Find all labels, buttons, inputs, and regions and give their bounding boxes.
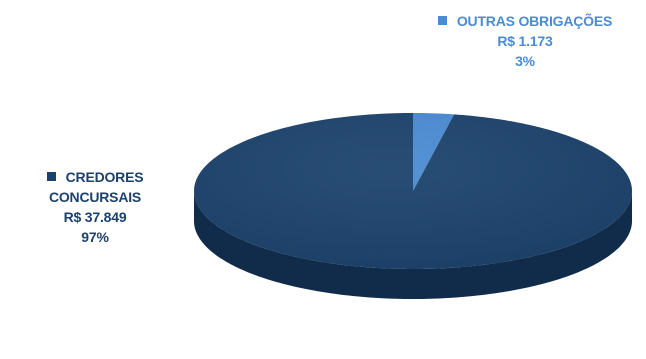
data-label-category-line-2: CONCURSAIS: [48, 189, 142, 205]
data-label-credores-concursais: CREDORES CONCURSAIS R$ 37.849 97%: [10, 167, 180, 247]
data-label-category-line-1: CREDORES: [10, 167, 180, 187]
data-label-outras-obrigacoes: OUTRAS OBRIGAÇÕES R$ 1.173 3%: [410, 11, 640, 71]
data-label-percent: 3%: [515, 53, 535, 69]
data-label-value: R$ 1.173: [497, 33, 553, 49]
legend-key-credores-concursais: [46, 172, 56, 181]
pie-side-credores-concursais: [194, 191, 632, 299]
legend-key-outras-obrigacoes: [437, 16, 447, 25]
data-label-percent: 97%: [81, 229, 109, 245]
data-label-category-line-1: OUTRAS OBRIGAÇÕES: [410, 11, 640, 31]
data-label-value: R$ 37.849: [63, 209, 127, 225]
